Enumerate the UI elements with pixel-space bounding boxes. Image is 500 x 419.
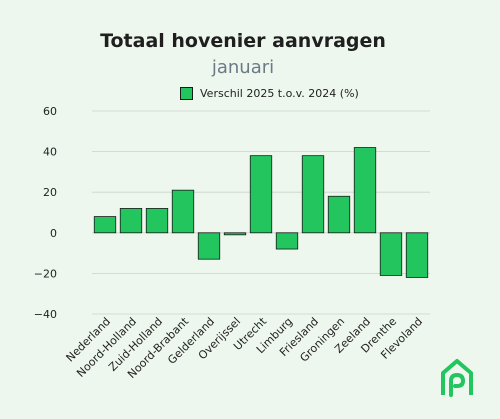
y-tick-label: 0: [50, 227, 57, 240]
y-tick-label: −20: [34, 267, 57, 280]
chart-title: Totaal hovenier aanvragen: [100, 30, 386, 52]
legend-swatch: [180, 87, 193, 100]
bar: [327, 195, 351, 234]
y-tick-label: −40: [34, 308, 57, 321]
legend-label: Verschil 2025 t.o.v. 2024 (%): [200, 87, 359, 100]
bar: [249, 155, 273, 234]
bar: [301, 155, 325, 234]
chart-legend: Verschil 2025 t.o.v. 2024 (%): [180, 87, 359, 100]
bar: [93, 216, 117, 234]
bar: [405, 232, 429, 278]
bar: [353, 147, 377, 234]
bars: [93, 147, 429, 278]
y-tick-label: 60: [43, 105, 57, 118]
x-axis-ticks: NederlandNoord-HollandZuid-HollandNoord-…: [64, 314, 426, 381]
bar: [171, 189, 195, 234]
bar: [119, 208, 143, 234]
house-logo-icon: [441, 359, 473, 397]
chart-subtitle: januari: [211, 57, 275, 78]
bar: [379, 232, 403, 276]
bar: [275, 232, 299, 250]
bar: [197, 232, 221, 260]
y-tick-label: 40: [43, 146, 57, 159]
y-tick-label: 20: [43, 186, 57, 199]
bar: [145, 208, 169, 234]
bar: [223, 232, 247, 236]
y-axis-ticks: −40 −20 0 20 40 60: [34, 105, 57, 321]
